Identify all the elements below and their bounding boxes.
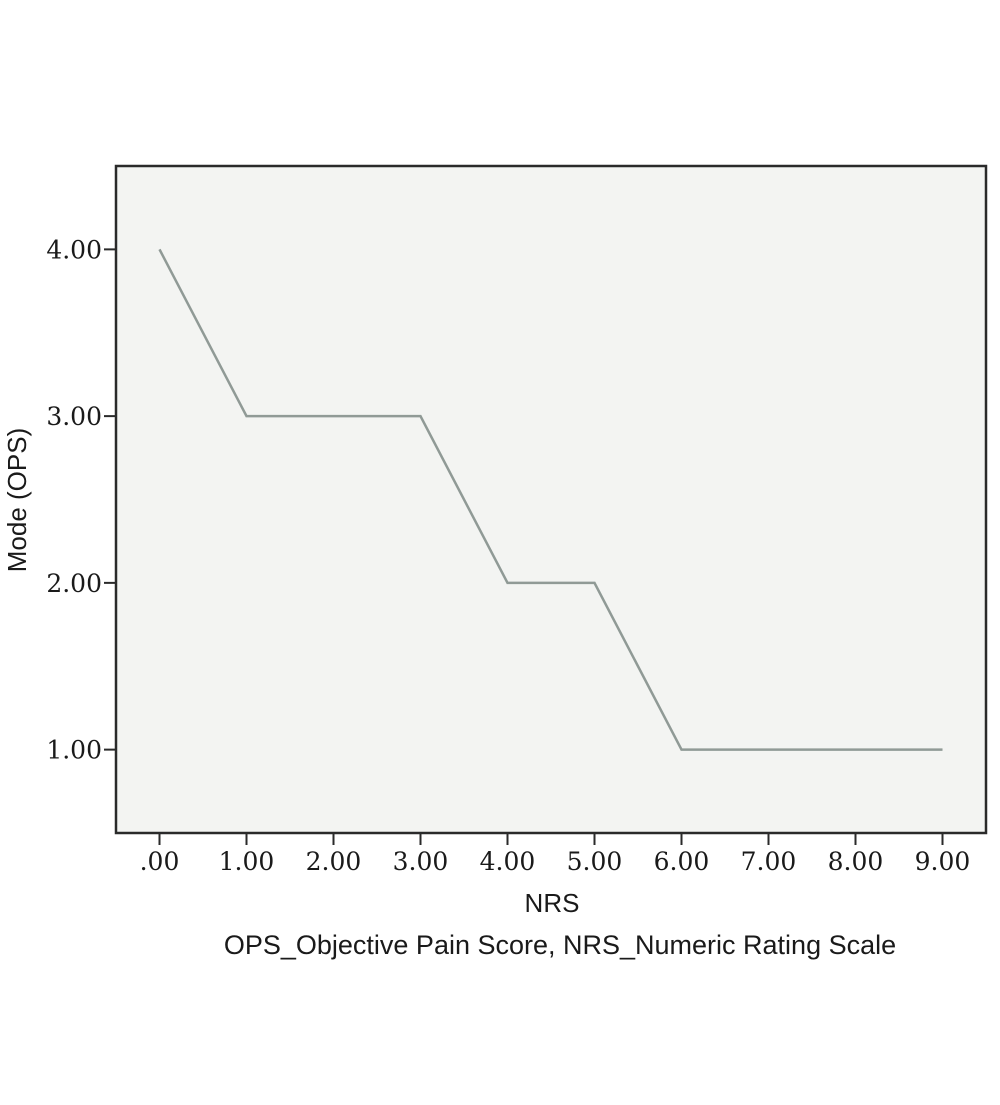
y-tick-label: 2.00 bbox=[46, 569, 102, 598]
x-tick-label: .00 bbox=[140, 847, 180, 876]
x-tick-label: 2.00 bbox=[306, 847, 362, 876]
y-tick-label: 3.00 bbox=[46, 402, 102, 431]
x-tick-label: 7.00 bbox=[741, 847, 797, 876]
x-tick-label: 6.00 bbox=[654, 847, 710, 876]
x-tick-label: 3.00 bbox=[393, 847, 449, 876]
x-axis-title: NRS bbox=[525, 888, 580, 918]
x-tick-label: 9.00 bbox=[915, 847, 971, 876]
x-tick-label: 1.00 bbox=[219, 847, 275, 876]
plot-area bbox=[114, 164, 988, 835]
figure-caption: OPS_Objective Pain Score, NRS_Numeric Ra… bbox=[223, 930, 897, 960]
x-axis-ticks: .00 1.00 2.00 3.00 4.00 5.00 6.00 7.00 8.00 9.00 bbox=[140, 833, 971, 876]
series-line bbox=[158, 248, 943, 751]
x-tick-label: 8.00 bbox=[828, 847, 884, 876]
x-tick-label: 4.00 bbox=[480, 847, 536, 876]
y-tick-label: 1.00 bbox=[46, 736, 102, 765]
series-layer bbox=[158, 248, 943, 751]
x-tick-label: 5.00 bbox=[567, 847, 623, 876]
y-tick-label: 4.00 bbox=[46, 235, 102, 264]
y-axis-ticks: 1.00 2.00 3.00 4.00 bbox=[46, 235, 116, 765]
y-axis-title: Mode (OPS) bbox=[2, 428, 32, 573]
